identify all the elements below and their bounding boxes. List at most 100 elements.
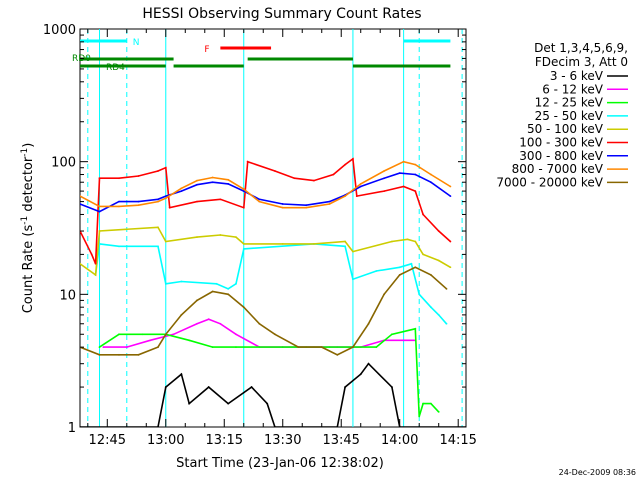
series-point — [98, 210, 101, 213]
y-tick-label: 10 — [59, 288, 76, 303]
series-point — [235, 282, 237, 285]
series-point — [402, 160, 405, 163]
series-point — [90, 253, 93, 256]
series-point — [168, 206, 171, 209]
series-point — [258, 322, 261, 325]
legend-label: 3 - 6 keV — [550, 69, 604, 83]
series-point — [281, 346, 284, 349]
series-line-7000-20000-kev — [80, 266, 448, 356]
legend-label: 800 - 7000 keV — [512, 162, 604, 176]
series-point — [437, 410, 440, 413]
series-line-12-25-kev — [99, 327, 440, 417]
series-point — [352, 157, 354, 160]
series-point — [391, 386, 393, 388]
series-point — [445, 322, 448, 325]
series-point — [211, 346, 214, 349]
series-point — [164, 333, 167, 336]
series-point — [406, 238, 409, 241]
series-point — [118, 353, 120, 356]
series-point — [402, 339, 405, 342]
series-point — [344, 245, 347, 248]
series-point — [98, 346, 101, 349]
series-point — [180, 373, 183, 376]
series-point — [80, 195, 81, 198]
series-point — [215, 282, 218, 285]
series-point — [430, 306, 432, 309]
series-point — [320, 346, 323, 349]
series-point — [242, 242, 245, 245]
series-point — [98, 177, 101, 180]
series-point — [157, 170, 159, 172]
series-point — [80, 262, 81, 265]
series-point — [445, 287, 448, 290]
series-point — [281, 203, 284, 205]
series-point — [98, 205, 101, 208]
series-point — [449, 240, 452, 243]
x-tick-label: 13:15 — [206, 433, 243, 448]
series-point — [430, 173, 432, 176]
series-point — [157, 346, 159, 349]
series-point — [281, 206, 284, 209]
series-point — [297, 346, 300, 349]
series-line-25-50-kev — [94, 243, 448, 325]
legend-label: 25 - 50 keV — [535, 109, 604, 123]
series-point — [164, 195, 167, 198]
series-point — [118, 333, 120, 336]
series-point — [414, 190, 417, 192]
series-point — [367, 322, 370, 325]
series-point — [313, 242, 315, 245]
series-point — [367, 362, 370, 365]
y-axis-label-part-2: detector — [21, 156, 36, 216]
series-point — [196, 179, 198, 182]
series-point — [414, 173, 417, 176]
series-point — [157, 245, 159, 248]
series-point — [258, 346, 261, 349]
y-tick-label: 1 — [68, 421, 76, 436]
series-point — [352, 278, 354, 281]
series-point — [157, 198, 159, 201]
y-tick-label: 1000 — [43, 23, 76, 38]
series-point — [437, 259, 440, 262]
series-point — [242, 190, 245, 192]
date-stamp: 24-Dec-2009 08:36 — [559, 468, 636, 477]
series-point — [328, 200, 331, 203]
series-point — [437, 313, 440, 316]
series-point — [258, 200, 261, 203]
series-point — [102, 346, 105, 349]
series-point — [242, 248, 245, 250]
series-point — [391, 333, 393, 336]
series-point — [180, 280, 183, 283]
series-point — [149, 339, 152, 342]
series-point — [305, 206, 308, 209]
series-point — [98, 353, 101, 356]
series-point — [344, 240, 347, 243]
series-point — [235, 346, 237, 349]
series-point — [418, 293, 421, 296]
legend-label: 300 - 800 keV — [519, 149, 603, 163]
series-point — [118, 205, 120, 208]
series-point — [422, 213, 425, 216]
series-point — [219, 234, 222, 236]
series-point — [242, 188, 245, 191]
series-point — [274, 426, 276, 427]
series-point — [211, 181, 214, 184]
series-line-6-12-kev — [103, 318, 416, 348]
series-point — [227, 293, 230, 296]
series-point — [266, 402, 269, 405]
series-point — [242, 306, 245, 309]
series-point — [137, 353, 140, 356]
x-axis-label: Start Time (23-Jan-06 12:38:02) — [176, 456, 384, 471]
series-point — [336, 353, 339, 356]
series-point — [94, 262, 97, 265]
series-point — [414, 327, 417, 330]
series-point — [94, 274, 97, 276]
series-point — [196, 236, 198, 239]
series-point — [430, 274, 432, 276]
series-point — [188, 339, 191, 342]
series-point — [164, 386, 167, 388]
series-point — [344, 163, 347, 166]
series-point — [414, 266, 417, 269]
annotation-label-n: N — [133, 38, 140, 48]
legend-label: 7000 - 20000 keV — [496, 175, 603, 189]
